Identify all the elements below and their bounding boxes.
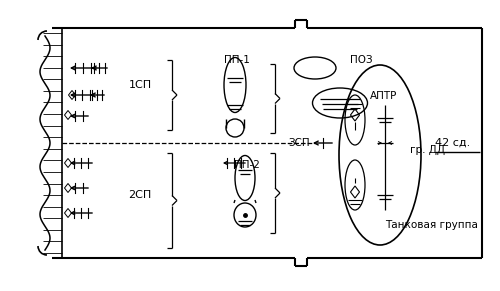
Text: 2СП: 2СП	[128, 190, 152, 200]
Text: ЗСП: ЗСП	[288, 138, 310, 148]
Text: ПП-1: ПП-1	[224, 55, 250, 65]
Text: гр. ДД: гр. ДД	[410, 145, 445, 155]
Text: ПП-2: ПП-2	[234, 160, 260, 170]
Text: ПОЗ: ПОЗ	[350, 55, 372, 65]
Text: Танковая группа: Танковая группа	[385, 220, 478, 230]
Text: 42 сд.: 42 сд.	[435, 138, 470, 148]
Text: 1СП: 1СП	[128, 80, 152, 90]
Text: АПТР: АПТР	[370, 91, 398, 101]
